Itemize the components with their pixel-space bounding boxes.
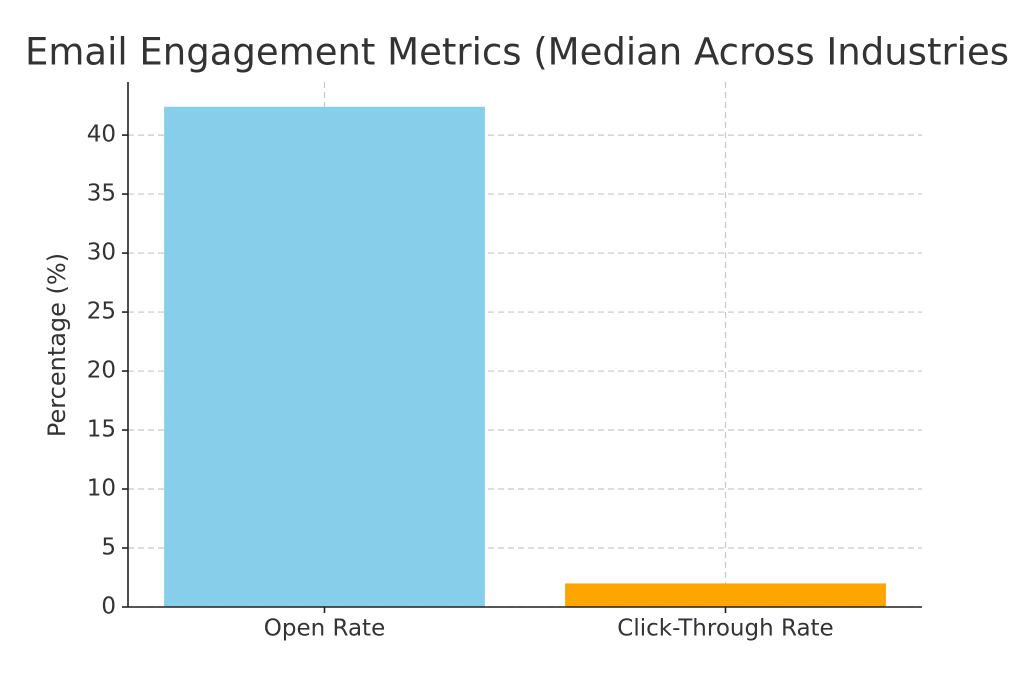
y-tick-label: 15 xyxy=(87,417,116,443)
y-tick-label: 10 xyxy=(87,476,116,502)
y-tick-label: 0 xyxy=(101,594,116,620)
chart-title: Email Engagement Metrics (Median Across … xyxy=(25,31,1009,74)
bar xyxy=(565,583,886,607)
y-tick-label: 5 xyxy=(101,535,116,561)
y-tick-label: 30 xyxy=(87,240,116,266)
y-tick-label: 40 xyxy=(87,122,116,148)
x-tick-label: Open Rate xyxy=(264,616,385,642)
y-tick-label: 20 xyxy=(87,358,116,384)
y-tick-label: 25 xyxy=(87,299,116,325)
bar xyxy=(164,106,485,608)
y-axis-label: Percentage (%) xyxy=(43,253,71,437)
y-tick-label: 35 xyxy=(87,181,116,207)
x-tick-label: Click-Through Rate xyxy=(617,616,833,642)
